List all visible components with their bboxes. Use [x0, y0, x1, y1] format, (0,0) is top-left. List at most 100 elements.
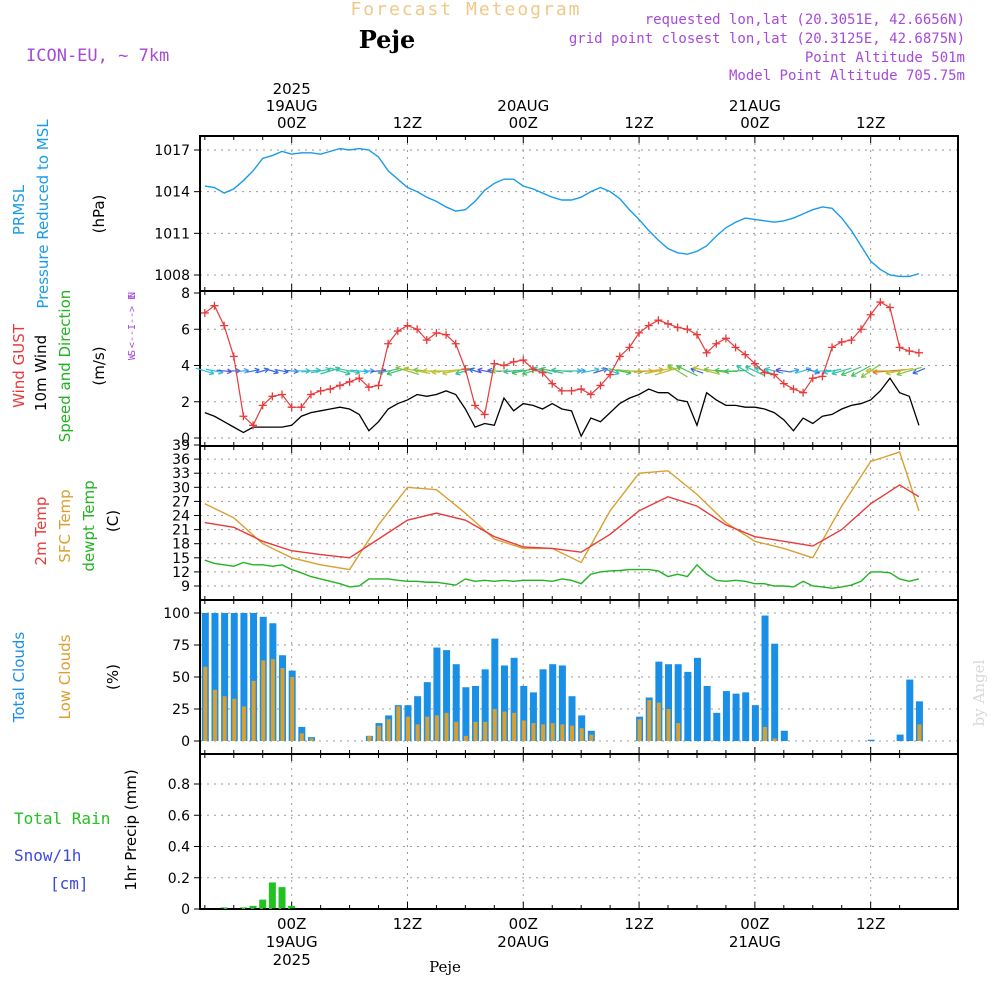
gust-point	[364, 383, 373, 392]
wind-arrow-head	[273, 368, 279, 375]
low-cloud-bar	[377, 725, 382, 741]
gust-point	[885, 303, 894, 312]
gust-point	[499, 361, 508, 370]
gust-point	[837, 337, 846, 346]
gust-point	[528, 365, 537, 374]
low-cloud-bar	[405, 716, 410, 741]
temperature-ytick-label: 36	[172, 452, 190, 468]
temperature-ytick-label: 21	[172, 523, 190, 539]
wind-arrow-head	[503, 368, 509, 375]
wind-arrow	[503, 369, 524, 373]
total-cloud-bar	[423, 682, 431, 741]
low-cloud-bar	[637, 719, 642, 741]
gust-point	[615, 352, 624, 361]
wind-arrow	[912, 367, 926, 374]
total-rain-label: Total Rain	[14, 809, 110, 828]
total-cloud-bar	[674, 664, 682, 741]
total-cloud-bar	[462, 687, 470, 741]
wind-arrow	[246, 369, 260, 373]
clouds-ytick-label: 0	[181, 734, 190, 750]
gust-point	[345, 377, 354, 386]
pressure-labels: PRMSL Pressure Reduced to MSL (hPa)	[10, 119, 108, 309]
total-cloud-bar	[684, 671, 692, 741]
wind-arrow	[724, 369, 747, 373]
low-cloud-bar	[261, 660, 266, 741]
wind-ytick-label: 8	[181, 286, 190, 302]
gust-point	[577, 385, 586, 394]
wind-ytick-label: 0	[181, 431, 190, 447]
total-cloud-bar	[568, 696, 576, 741]
gust-point	[355, 374, 364, 383]
temperature-ytick-label: 12	[172, 565, 190, 581]
clouds-ytick-label: 50	[172, 670, 190, 686]
compass-we: W <--I--> E	[127, 294, 138, 360]
total-cloud-bar	[693, 657, 701, 741]
wind-arrow	[813, 369, 832, 373]
time-axis-label: 00Z	[277, 915, 306, 933]
wind-10m-label: 10m Wind	[32, 335, 50, 411]
wind-arrow-head	[386, 370, 392, 376]
gust-point	[644, 321, 653, 330]
wind-arrow	[787, 369, 800, 373]
clouds-ytick-label: 25	[172, 702, 190, 718]
gust-point	[509, 357, 518, 366]
wind-arrow	[576, 369, 586, 372]
total-cloud-bar	[539, 669, 547, 741]
wind-arrow-head	[872, 369, 878, 375]
temperature-series-2m-temp	[204, 484, 920, 559]
low-cloud-bar	[483, 721, 488, 741]
gust-point	[229, 352, 238, 361]
time-axis-label: 19AUG	[266, 933, 318, 951]
low-cloud-bar	[676, 723, 681, 741]
precip-panel: 0 0.2 0.4 0.6 0.8	[168, 753, 959, 918]
total-cloud-bar	[510, 657, 518, 741]
time-axis-label: 21AUG	[729, 933, 781, 951]
gust-point	[287, 403, 296, 412]
gust-point	[538, 368, 547, 377]
wind-series-wind-gust	[204, 301, 920, 427]
wind-arrow	[841, 366, 862, 376]
total-cloud-bar	[500, 665, 508, 741]
time-axis-label: 2025	[273, 80, 311, 98]
location-title: Peje	[359, 25, 416, 54]
wind-arrow	[676, 365, 698, 377]
total-cloud-bar	[240, 613, 248, 741]
gust-point	[567, 386, 576, 395]
total-cloud-bar	[742, 692, 750, 741]
total-cloud-bar	[771, 643, 779, 741]
wind-arrow	[736, 365, 755, 377]
gust-point	[461, 365, 470, 374]
wind-arrow-head	[511, 369, 517, 376]
rain-bar	[239, 907, 247, 909]
gust-point	[702, 348, 711, 357]
snow-label: Snow/1h	[14, 846, 81, 865]
gust-point	[451, 339, 460, 348]
gust-point	[239, 412, 248, 421]
total-cloud-bar	[915, 701, 923, 741]
precip-ytick-label: 0.6	[168, 808, 190, 824]
chart-title: Forecast Meteogram	[350, 0, 581, 20]
gust-point	[741, 350, 750, 359]
time-axis-label: 00Z	[740, 915, 769, 933]
rain-bar	[259, 899, 267, 909]
wind-arrow-head	[865, 367, 871, 374]
low-cloud-bar	[541, 724, 546, 741]
low-cloud-bar	[502, 711, 507, 741]
low-cloud-bar	[647, 700, 652, 741]
point-altitude: Point Altitude 501m	[805, 50, 965, 66]
low-cloud-bar	[222, 696, 227, 741]
wind-arrow	[266, 368, 279, 374]
gust-point	[808, 374, 817, 383]
wind-arrow-head	[522, 370, 528, 376]
gust-point	[220, 321, 229, 330]
wind-arrow	[805, 368, 820, 374]
low-cloud-bar	[772, 738, 777, 741]
gust-point	[413, 325, 422, 334]
time-axis-label: 12Z	[393, 915, 422, 933]
wind-arrow	[896, 366, 922, 376]
total-cloud-bar	[780, 730, 788, 741]
watermark: by Angel	[970, 659, 988, 726]
gust-point	[548, 379, 557, 388]
wind-arrow-head	[912, 369, 918, 375]
low-cloud-bar	[512, 712, 517, 741]
